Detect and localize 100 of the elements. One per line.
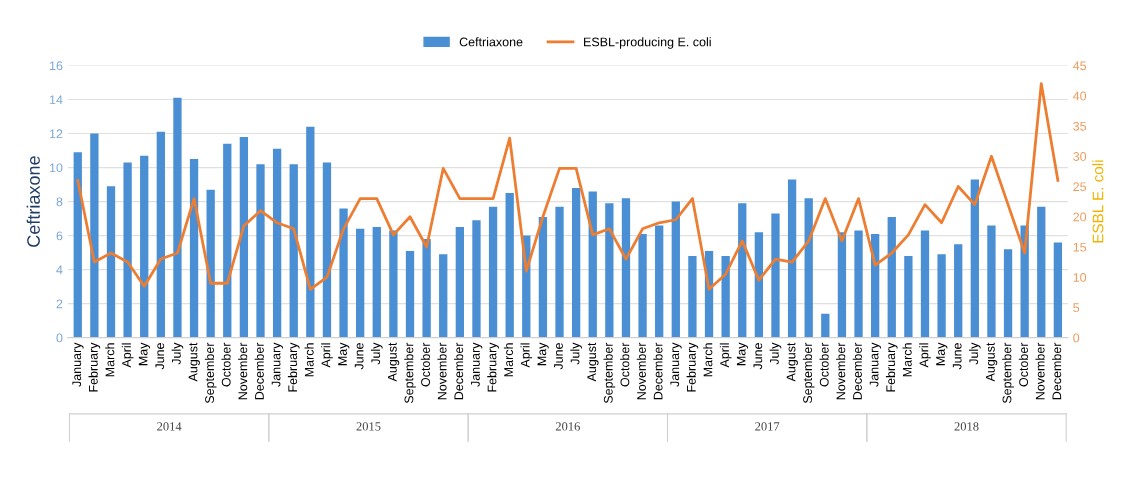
x-tick-label: March: [105, 343, 115, 377]
bar: [322, 162, 332, 338]
bar: [189, 159, 199, 338]
y-tick-label: 4: [56, 265, 63, 275]
x-tick-label: March: [703, 343, 713, 377]
bar: [655, 225, 664, 338]
x-tick-label: April: [919, 343, 931, 368]
x-tick-label: September: [603, 342, 616, 404]
y2-tick-label: 0: [1073, 333, 1080, 343]
y2-tick-label: 45: [1073, 61, 1087, 71]
x-tick-label: May: [936, 342, 948, 366]
x-tick-label: February: [88, 342, 101, 392]
x-tick-label: June: [155, 343, 165, 370]
bar: [206, 189, 215, 338]
x-tick-label: February: [287, 342, 300, 392]
bar: [272, 148, 282, 338]
text: 2014: [157, 422, 182, 431]
bar: [671, 201, 680, 338]
x-tick-label: December: [1052, 342, 1062, 400]
x-tick-label: August: [786, 342, 798, 382]
x-tick-label: July: [370, 342, 383, 365]
x-tick-label: January: [869, 342, 881, 387]
x-tick-label: January: [72, 342, 84, 387]
x-tick-label: February: [487, 342, 499, 392]
bar: [937, 254, 946, 338]
x-tick-label: August: [986, 342, 998, 382]
bar: [721, 256, 730, 338]
x-tick-label: November: [238, 342, 248, 400]
y-tick-label: 2: [56, 299, 63, 309]
x-tick-label: September: [802, 342, 815, 404]
bar: [621, 198, 631, 338]
x-tick-label: February: [885, 342, 898, 392]
bar: [439, 254, 448, 338]
legend-label: Ceftriaxone: [459, 37, 523, 47]
x-tick-label: December: [852, 342, 862, 400]
bar: [405, 250, 415, 338]
text: 2017: [755, 422, 780, 431]
x-tick-label: September: [204, 342, 217, 404]
bar: [837, 232, 847, 338]
bar: [472, 220, 481, 338]
bar: [289, 164, 298, 338]
x-tick-label: June: [952, 343, 962, 370]
bar: [106, 186, 116, 338]
y-tick-label: 14: [49, 95, 63, 105]
bar: [223, 143, 232, 338]
x-tick-label: May: [338, 342, 350, 366]
y-tick-label: 12: [49, 129, 63, 139]
y2-tick-label: 35: [1073, 121, 1087, 131]
y-tick-label: 6: [56, 231, 63, 241]
y-tick-label: 16: [49, 61, 63, 71]
x-tick-label: April: [520, 343, 533, 368]
bar: [173, 97, 182, 338]
y2-tick-label: 15: [1073, 242, 1087, 252]
y2-tick-label: 30: [1073, 152, 1087, 161]
x-tick-label: August: [388, 342, 400, 382]
x-tick-label: January: [271, 342, 283, 387]
x-tick-label: August: [587, 342, 599, 382]
bar: [538, 216, 548, 338]
bar: [754, 232, 764, 338]
x-tick-label: December: [454, 342, 464, 400]
x-tick-label: January: [670, 342, 682, 387]
bar: [887, 216, 896, 338]
x-tick-label: October: [221, 342, 231, 387]
bar: [821, 313, 830, 338]
bar: [356, 228, 365, 338]
bar: [488, 206, 498, 338]
bar: [1003, 249, 1013, 338]
bar: [854, 230, 863, 338]
y2-tick-label: 20: [1073, 212, 1087, 222]
y2-tick-label: 25: [1073, 182, 1087, 192]
bar: [588, 191, 597, 338]
bar: [987, 225, 996, 338]
x-tick-label: June: [554, 343, 563, 370]
text: 2018: [954, 422, 979, 431]
line-series: [76, 82, 1060, 291]
x-tick-label: November: [836, 342, 846, 400]
bar: [239, 136, 249, 338]
x-tick-label: November: [1035, 342, 1045, 400]
bar: [455, 227, 464, 338]
y-tick-label: 0: [56, 333, 63, 343]
bar: [339, 208, 348, 338]
x-tick-label: February: [686, 342, 699, 392]
x-tick-label: July: [769, 342, 782, 365]
y-tick-label: 10: [49, 163, 63, 173]
bar: [638, 233, 647, 338]
bar: [140, 155, 149, 338]
bar: [605, 203, 614, 338]
bar: [787, 179, 797, 338]
x-tick-label: April: [121, 343, 134, 368]
x-tick-label: December: [653, 342, 663, 400]
y-tick-label: 8: [56, 197, 63, 207]
x-tick-label: October: [620, 342, 630, 387]
x-tick-label: October: [420, 342, 430, 387]
x-tick-label: May: [736, 342, 749, 366]
x-tick-label: November: [636, 342, 646, 400]
bar: [954, 244, 963, 338]
x-tick-label: October: [1018, 342, 1029, 387]
bar: [372, 227, 381, 338]
x-tick-label: May: [537, 342, 549, 366]
bar: [920, 230, 930, 338]
